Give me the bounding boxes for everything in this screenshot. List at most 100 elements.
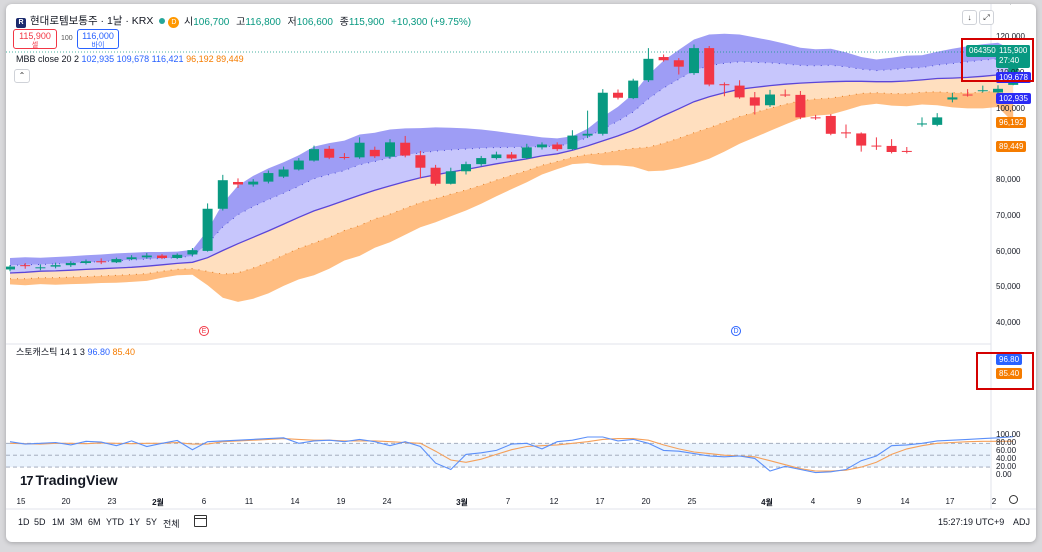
dividend-event-icon[interactable]: D bbox=[731, 326, 741, 336]
candle-body bbox=[430, 167, 441, 184]
range-5d[interactable]: 5D bbox=[34, 517, 46, 527]
adj-toggle[interactable]: ADJ bbox=[1013, 517, 1031, 527]
mbb-value-3: 116,421 bbox=[151, 54, 184, 64]
stoch-tick: 80.00 bbox=[996, 438, 1017, 448]
tradingview-mark-icon: 17 bbox=[20, 473, 34, 488]
candle-body bbox=[339, 156, 350, 158]
candle-body bbox=[6, 266, 15, 270]
mbb-legend[interactable]: MBB close 20 2 102,935 109,678 116,421 9… bbox=[16, 54, 244, 64]
chart-window: R 현대로템보통주 · 1날 · KRX D 시106,700 고116,800 저… bbox=[6, 4, 1036, 542]
candle-body bbox=[643, 58, 654, 81]
range-1m[interactable]: 1M bbox=[52, 517, 65, 527]
candle-body bbox=[932, 117, 943, 125]
range-ytd[interactable]: YTD bbox=[106, 517, 124, 527]
candle-body bbox=[582, 133, 593, 136]
candle-body bbox=[81, 261, 91, 264]
time-tick: 4월 bbox=[761, 498, 773, 507]
candle-body bbox=[309, 149, 319, 161]
candle-body bbox=[369, 149, 380, 157]
symbol-logo: R bbox=[16, 18, 26, 28]
time-tick: 23 bbox=[107, 497, 117, 506]
candle-body bbox=[689, 48, 699, 74]
stoch-k-line bbox=[9, 436, 1014, 474]
candle-body bbox=[734, 85, 745, 98]
candle-body bbox=[977, 90, 988, 92]
price-tick: 60,000 bbox=[996, 246, 1021, 256]
price-tick: 80,000 bbox=[996, 175, 1021, 185]
candle-body bbox=[202, 208, 213, 251]
time-tick: 4 bbox=[810, 497, 816, 506]
settings-gear-icon[interactable] bbox=[1009, 495, 1018, 504]
range-5y[interactable]: 5Y bbox=[146, 517, 158, 527]
candle-body bbox=[263, 173, 274, 182]
bottom-toolbar: 1D 5D 1M 3M 6M YTD 1Y 5Y 전체 15:27:19 UTC… bbox=[6, 511, 1036, 533]
price-tick: 130,000 bbox=[996, 4, 1025, 6]
candle-body bbox=[35, 267, 46, 269]
time-tick: 3월 bbox=[456, 498, 468, 507]
ohlc-open: 106,700 bbox=[193, 17, 230, 28]
mbb-value-2: 109,678 bbox=[116, 54, 150, 64]
candle-body bbox=[947, 97, 958, 100]
candle-body bbox=[293, 160, 304, 170]
range-6m[interactable]: 6M bbox=[88, 517, 101, 527]
candle-body bbox=[400, 142, 411, 156]
band-price-label: 109,678 bbox=[996, 72, 1031, 84]
stochastic-legend[interactable]: 스토캐스틱 14 1 3 96.80 85.40 bbox=[16, 345, 135, 358]
candle-body bbox=[537, 144, 547, 148]
ohlc-change: +10,300 (+9.75%) bbox=[391, 17, 472, 28]
range-1y[interactable]: 1Y bbox=[129, 517, 141, 527]
highlight-box-price bbox=[961, 38, 1034, 82]
collapse-legend-button[interactable]: ⌃ bbox=[14, 69, 30, 83]
fullscreen-button[interactable]: ⤢ bbox=[979, 10, 994, 25]
range-3m[interactable]: 3M bbox=[70, 517, 83, 527]
candle-body bbox=[886, 145, 897, 152]
candle-body bbox=[825, 115, 836, 134]
candle-body bbox=[901, 150, 912, 152]
candle-body bbox=[719, 84, 730, 86]
clock[interactable]: 15:27:19 UTC+9 bbox=[938, 517, 1005, 527]
range-all[interactable]: 전체 bbox=[163, 519, 180, 529]
time-tick: 2월 bbox=[152, 498, 164, 507]
earnings-event-icon[interactable]: E bbox=[199, 326, 209, 336]
candle-body bbox=[917, 123, 927, 125]
time-tick: 19 bbox=[336, 497, 346, 506]
band-price-label: 96,192 bbox=[996, 116, 1027, 128]
sell-button[interactable]: 115,900 셀 bbox=[13, 29, 57, 49]
time-tick: 12 bbox=[549, 497, 559, 506]
calendar-icon[interactable] bbox=[194, 515, 207, 527]
time-tick: 25 bbox=[687, 497, 697, 506]
time-tick: 20 bbox=[641, 497, 651, 506]
candle-body bbox=[278, 169, 289, 177]
candle-body bbox=[613, 92, 623, 98]
time-tick: 7 bbox=[505, 497, 511, 506]
candle-body bbox=[856, 133, 867, 146]
time-tick: 11 bbox=[244, 497, 254, 506]
chart-canvas[interactable] bbox=[6, 4, 1036, 542]
scroll-down-button[interactable]: ↓ bbox=[962, 10, 977, 25]
candle-body bbox=[491, 154, 502, 159]
time-tick: 6 bbox=[201, 497, 207, 506]
candle-body bbox=[415, 155, 426, 168]
candle-body bbox=[187, 250, 198, 255]
time-tick: 17 bbox=[945, 497, 955, 506]
ohlc-open-label: 시 bbox=[184, 17, 194, 28]
stoch-d-value: 85.40 bbox=[112, 347, 136, 357]
symbol-header[interactable]: R 현대로템보통주 · 1날 · KRX D bbox=[16, 13, 180, 28]
candle-body bbox=[1008, 52, 1019, 85]
price-tick: 120,000 bbox=[996, 32, 1025, 42]
mbb-value-4: 96,192 bbox=[186, 54, 214, 64]
candle-body bbox=[871, 145, 882, 147]
candle-body bbox=[126, 257, 137, 260]
time-tick: 15 bbox=[16, 497, 26, 506]
range-1d[interactable]: 1D bbox=[18, 517, 30, 527]
buy-label: 바이 bbox=[91, 42, 105, 49]
mbb-label: MBB close 20 2 bbox=[16, 54, 80, 64]
candle-body bbox=[385, 142, 395, 157]
basis-line bbox=[9, 73, 1014, 274]
candle-body bbox=[704, 48, 715, 85]
buy-button[interactable]: 116,000 바이 bbox=[77, 29, 119, 49]
candle-body bbox=[765, 94, 775, 106]
candle-body bbox=[354, 142, 365, 158]
candle-body bbox=[157, 255, 167, 259]
tradingview-logo[interactable]: 17 TradingView bbox=[20, 472, 118, 488]
